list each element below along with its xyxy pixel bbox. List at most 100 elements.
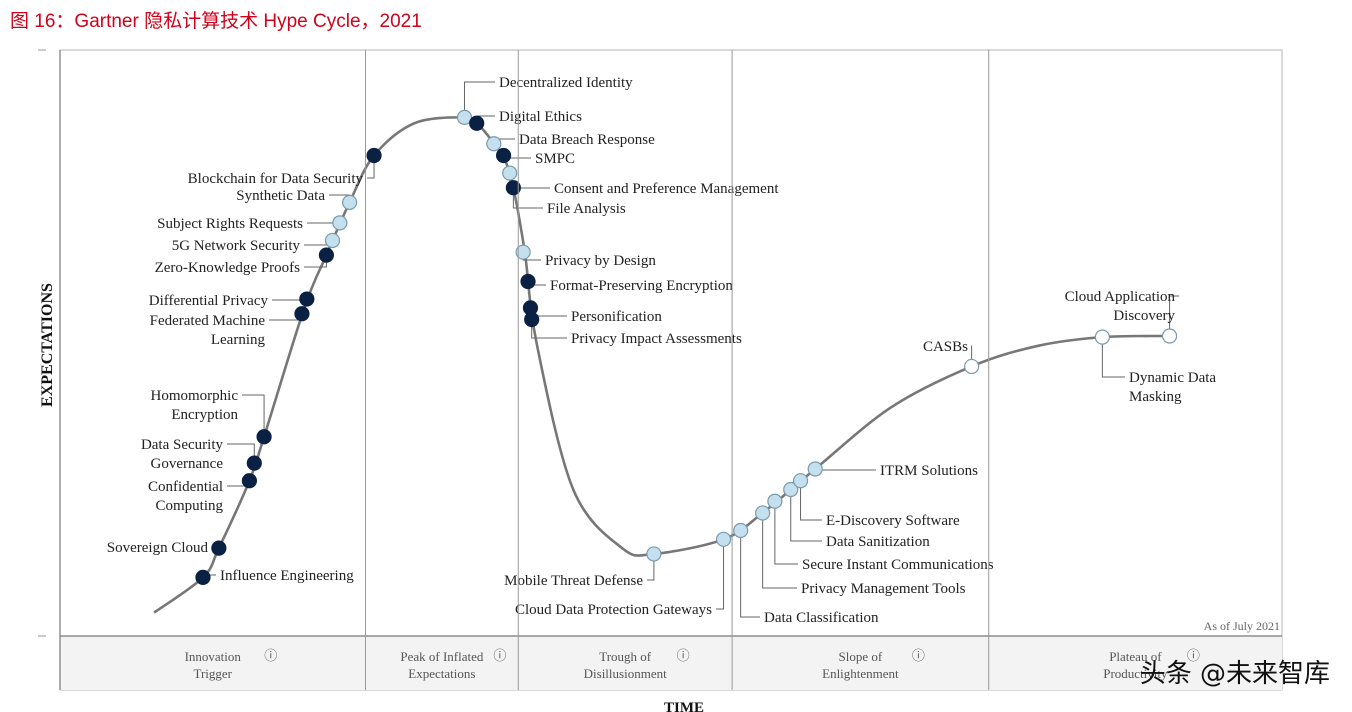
tech-marker	[294, 306, 310, 322]
info-icon: ⓘ	[912, 648, 925, 663]
y-axis-label: EXPECTATIONS	[39, 283, 56, 407]
tech-marker	[486, 136, 502, 152]
phase-label: Productivity	[1103, 666, 1168, 681]
tech-marker	[366, 147, 382, 164]
figure-title: 图 16：Gartner 隐私计算技术 Hype Cycle，2021	[10, 11, 422, 32]
tech-label: Privacy by Design	[545, 253, 656, 269]
leader-line	[762, 512, 797, 589]
leader-line	[774, 501, 798, 565]
phase-label: Disillusionment	[584, 666, 667, 681]
tech-marker	[505, 180, 521, 196]
tech-label: Format-Preserving Encryption	[550, 278, 733, 294]
tech-label: Subject Rights Requests	[157, 216, 303, 232]
phase-label: Innovation	[185, 649, 242, 664]
tech-label: Cloud Application Discovery	[1065, 289, 1176, 324]
leader-line	[1101, 337, 1125, 378]
tech-label: Zero-Knowledge Proofs	[155, 260, 301, 276]
tech-marker	[646, 546, 662, 562]
tech-label: Data Breach Response	[519, 132, 655, 148]
tech-label: Cloud Data Protection Gateways	[515, 602, 712, 618]
tech-label: Federated Machine Learning	[150, 313, 266, 348]
leader-line	[790, 489, 822, 542]
tech-marker	[246, 455, 262, 471]
phase-label: Plateau of	[1109, 649, 1162, 664]
tech-marker	[755, 505, 771, 521]
tech-label: Data Security Governance	[141, 437, 224, 472]
phase-label: Trough of	[599, 649, 652, 664]
tech-marker	[783, 481, 799, 498]
tech-marker	[733, 522, 749, 539]
tech-marker	[342, 194, 358, 210]
tech-marker	[318, 247, 334, 263]
leader-line	[716, 539, 725, 610]
tech-marker	[792, 473, 809, 489]
info-icon: ⓘ	[264, 648, 277, 663]
tech-marker	[524, 311, 540, 328]
tech-marker	[469, 115, 485, 131]
tech-marker	[515, 244, 531, 260]
tech-label: 5G Network Security	[172, 238, 301, 254]
info-icon: ⓘ	[1187, 648, 1200, 663]
tech-marker	[715, 531, 732, 547]
tech-marker	[195, 569, 211, 586]
tech-marker	[502, 165, 518, 181]
leader-line	[1169, 295, 1179, 336]
tech-marker	[520, 273, 536, 290]
tech-marker	[767, 493, 783, 509]
tech-label: Data Classification	[764, 610, 879, 626]
tech-marker	[332, 215, 348, 231]
tech-label: Confidential Computing	[148, 479, 223, 514]
leader-line	[740, 530, 760, 618]
tech-label: Differential Privacy	[149, 293, 269, 309]
tech-marker	[211, 540, 227, 556]
tech-label: Blockchain for Data Security	[188, 171, 364, 187]
leader-line	[800, 480, 822, 521]
tech-label: Secure Instant Communications	[802, 557, 994, 573]
watermark: 头条 @未来智库	[1140, 659, 1330, 689]
tech-label: File Analysis	[547, 201, 626, 217]
tech-label: Homomorphic Encryption	[151, 388, 239, 423]
tech-label: Privacy Impact Assessments	[571, 331, 742, 347]
tech-label: Dynamic Data Masking	[1129, 370, 1216, 405]
tech-marker	[495, 147, 512, 164]
tech-label: Synthetic Data	[236, 188, 325, 204]
tech-marker	[256, 429, 272, 445]
tech-marker	[299, 291, 315, 307]
phase-label: Trigger	[193, 666, 232, 681]
as-of-note: As of July 2021	[1204, 619, 1280, 633]
tech-label: Mobile Threat Defense	[504, 573, 643, 589]
tech-marker	[1094, 329, 1110, 345]
tech-label: Personification	[571, 309, 662, 325]
tech-marker	[1161, 328, 1178, 344]
tech-label: Privacy Management Tools	[801, 581, 966, 597]
tech-label: Consent and Preference Management	[554, 181, 779, 197]
info-icon: ⓘ	[677, 648, 690, 663]
tech-label: Data Sanitization	[826, 534, 930, 550]
x-axis-label: TIME	[664, 700, 704, 712]
tech-label: Sovereign Cloud	[107, 540, 209, 556]
leader-line	[463, 81, 495, 118]
tech-label: Digital Ethics	[499, 109, 582, 125]
tech-marker	[807, 461, 823, 477]
plot-frame	[59, 49, 1283, 691]
tech-marker	[241, 473, 258, 489]
tech-marker	[324, 232, 341, 249]
phase-band	[60, 636, 1282, 690]
tech-marker	[964, 358, 980, 375]
leader-line	[242, 394, 265, 437]
info-icon: ⓘ	[493, 648, 506, 663]
leader-line	[647, 553, 655, 581]
phase-label: Slope of	[839, 649, 883, 664]
phase-label: Expectations	[408, 666, 475, 681]
phase-label: Enlightenment	[822, 666, 899, 681]
tech-label: Influence Engineering	[220, 568, 354, 584]
tech-label: Decentralized Identity	[499, 75, 633, 91]
tech-label: E-Discovery Software	[826, 513, 960, 529]
phase-label: Peak of Inflated	[400, 649, 484, 664]
tech-marker	[456, 109, 473, 125]
tech-label: SMPC	[535, 151, 575, 167]
tech-label: CASBs	[923, 339, 968, 355]
hype-curve	[153, 116, 1170, 614]
tech-label: ITRM Solutions	[880, 463, 978, 479]
